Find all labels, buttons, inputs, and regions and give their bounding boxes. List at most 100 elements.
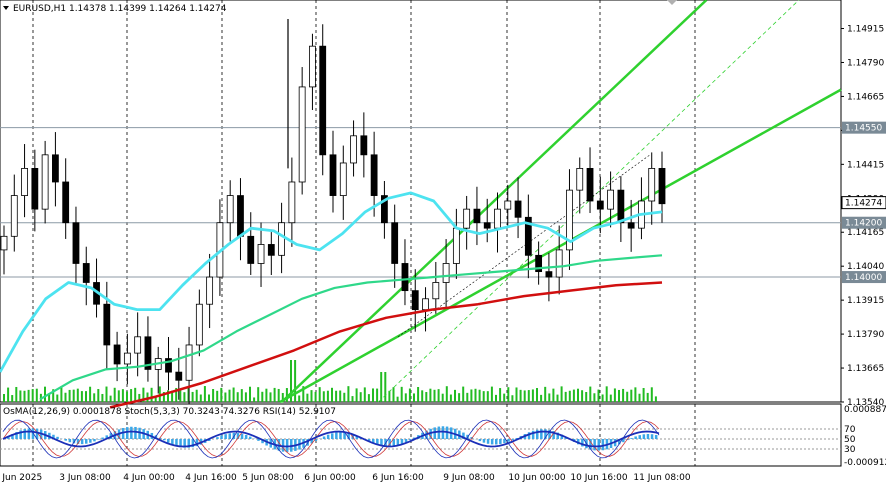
volume-bar [602,394,604,402]
candle-body [484,223,490,228]
volume-bar [77,389,79,402]
osma-bar [491,439,494,444]
volume-bar [89,387,91,402]
volume-bar [11,395,13,402]
candle-body [443,263,449,282]
volume-bar [606,386,608,402]
candle-body [248,236,254,263]
volume-bar [229,390,231,402]
volume-bar [479,390,481,402]
osma-bar [438,427,441,439]
candle-body [330,155,336,196]
y-tick-label: 1.14915 [847,25,884,35]
volume-bar [552,389,554,402]
volume-bar [130,389,132,402]
volume-bar [589,387,591,402]
volume-bar [65,393,67,402]
osma-bar [229,433,232,439]
volume-bar [3,394,5,402]
volume-bar [253,397,255,402]
osma-bar [511,439,514,440]
osma-bar [249,437,252,439]
volume-bar [364,387,366,402]
volume-bar [598,390,600,402]
volume-bar [106,387,108,402]
volume-bar [278,389,280,402]
volume-bar [614,388,616,402]
candle-body [371,155,377,196]
volume-bar [495,395,497,402]
volume-bar [368,394,370,402]
candle-body [412,291,418,310]
osma-bar [335,432,338,439]
osma-bar [85,439,88,444]
volume-bar [183,392,185,402]
osma-bar [651,434,654,439]
candle-body [227,196,233,223]
y-tick-label: 1.14165 [847,228,884,238]
candle-body [464,209,470,228]
volume-bar [507,387,509,402]
candle-body [618,190,624,223]
osma-bar [479,439,482,441]
candle[interactable] [320,24,326,175]
volume-bar [294,360,296,402]
osma-bar [495,439,498,444]
volume-bar [85,391,87,402]
volume-bar [343,393,345,402]
volume-bar [347,386,349,402]
volume-bar [73,390,75,402]
volume-bar [454,390,456,402]
volume-bar [483,391,485,402]
volume-bar [224,393,226,402]
osma-bar [409,439,412,440]
candle-body [597,201,603,209]
osma-bar [163,439,166,440]
main-plot-frame [0,0,841,402]
candle-body [628,223,634,228]
volume-bar [97,389,99,402]
osma-bar [487,439,490,444]
volume-bar [323,391,325,402]
candle-body [237,196,243,237]
volume-bar [618,390,620,402]
volume-bar [36,389,38,402]
osma-bar [130,427,133,439]
volume-bar [499,388,501,402]
volume-bar [110,396,112,402]
volume-bar [413,393,415,402]
x-tick-label: 5 Jun 08:00 [242,473,294,483]
indicator-level-label: 30 [844,445,856,455]
volume-bar [204,386,206,402]
volume-bar [557,395,559,402]
osma-bar [634,436,637,439]
volume-bar [270,392,272,402]
volume-bar [524,390,526,402]
volume-bar [585,392,587,402]
osma-bar [167,439,170,443]
volume-bar [220,388,222,402]
candle-body [83,263,89,282]
volume-bar [516,387,518,402]
osma-bar [339,432,342,439]
volume-bar [274,388,276,402]
volume-bar [470,389,472,402]
osma-bar [643,434,646,439]
indicator-level-label: 70 [844,425,856,435]
volume-bar [261,392,263,402]
candle-body [515,201,521,217]
volume-bar [360,392,362,402]
y-tick-label: 1.13790 [847,330,884,340]
candle-body [258,244,264,263]
osma-bar [323,436,326,439]
volume-bar [610,395,612,402]
symbol-header: EURUSD,H1 1.14378 1.14399 1.14264 1.1427… [13,4,227,14]
volume-bar [536,388,538,402]
volume-bar [561,386,563,402]
volume-bar [655,396,657,402]
osma-bar [286,439,289,452]
volume-bar [384,372,386,402]
y-tick-label: 1.14665 [847,92,884,102]
